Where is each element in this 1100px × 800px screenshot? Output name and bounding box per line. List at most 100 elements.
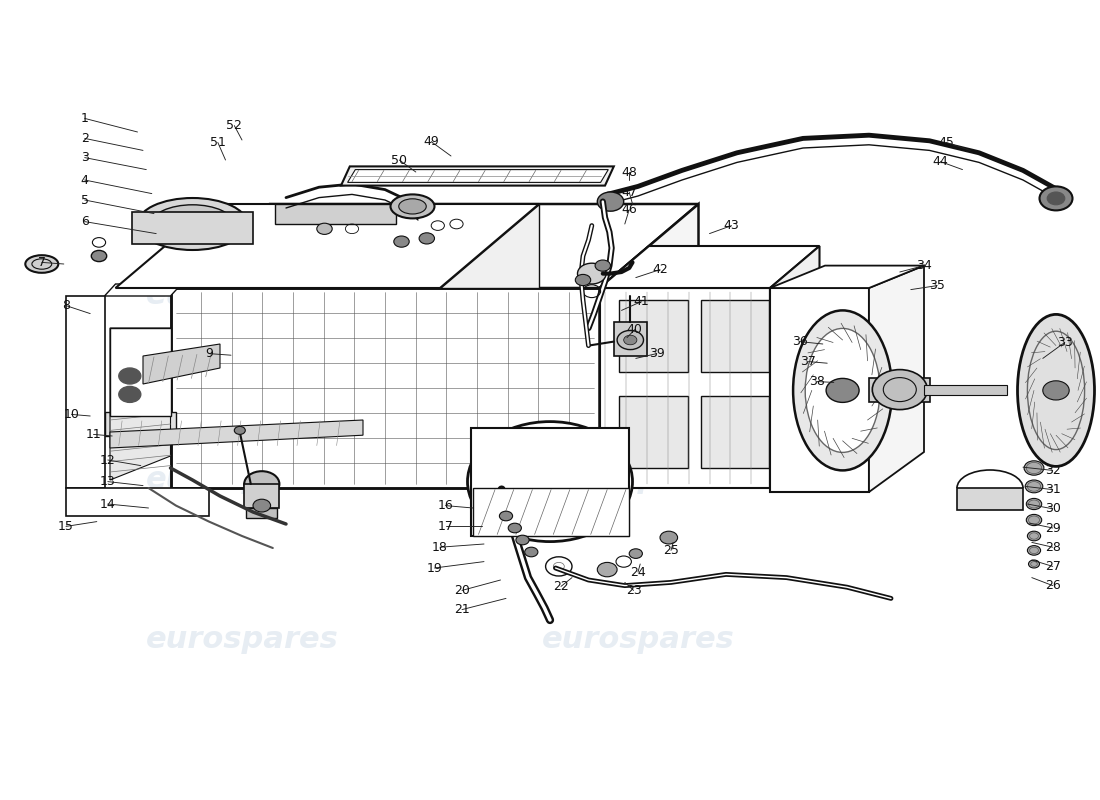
Circle shape [1024, 461, 1044, 475]
Bar [471, 428, 629, 536]
Text: eurospares: eurospares [145, 626, 339, 654]
Text: 15: 15 [58, 520, 74, 533]
Text: 9: 9 [205, 347, 213, 360]
Ellipse shape [174, 214, 211, 234]
Text: 25: 25 [663, 544, 679, 557]
Circle shape [91, 250, 107, 262]
Text: 24: 24 [630, 566, 646, 578]
Circle shape [1026, 498, 1042, 510]
Bar [170, 288, 600, 488]
Text: 42: 42 [652, 263, 668, 276]
Text: 19: 19 [427, 562, 442, 574]
Circle shape [1028, 560, 1040, 568]
Circle shape [119, 386, 141, 402]
Circle shape [317, 223, 332, 234]
Circle shape [581, 266, 603, 282]
Circle shape [660, 531, 678, 544]
Text: 46: 46 [621, 203, 637, 216]
Circle shape [1043, 381, 1069, 400]
Ellipse shape [872, 370, 927, 410]
Ellipse shape [390, 194, 435, 218]
Ellipse shape [138, 198, 248, 250]
Text: 21: 21 [454, 603, 470, 616]
Ellipse shape [398, 198, 427, 214]
Circle shape [597, 192, 624, 211]
Polygon shape [770, 288, 869, 492]
Text: 36: 36 [792, 335, 807, 348]
Text: 30: 30 [1045, 502, 1060, 515]
Ellipse shape [152, 205, 233, 243]
Polygon shape [600, 204, 698, 488]
Text: eurospares: eurospares [145, 282, 339, 310]
Text: 28: 28 [1045, 541, 1060, 554]
Text: eurospares: eurospares [541, 282, 735, 310]
Text: 14: 14 [100, 498, 116, 510]
Circle shape [1027, 546, 1041, 555]
Circle shape [530, 467, 570, 496]
Text: 38: 38 [810, 375, 825, 388]
Circle shape [499, 511, 513, 521]
Circle shape [595, 260, 610, 271]
Polygon shape [440, 204, 539, 288]
Text: 31: 31 [1045, 483, 1060, 496]
Text: 26: 26 [1045, 579, 1060, 592]
Polygon shape [770, 246, 820, 488]
Ellipse shape [793, 310, 892, 470]
Bar [924, 385, 1007, 395]
Text: 39: 39 [649, 347, 664, 360]
Bar [244, 484, 279, 508]
Circle shape [1027, 531, 1041, 541]
Polygon shape [341, 166, 614, 186]
Text: 7: 7 [37, 256, 46, 269]
Polygon shape [348, 170, 608, 182]
Circle shape [525, 547, 538, 557]
Circle shape [394, 236, 409, 247]
Polygon shape [614, 322, 647, 356]
Text: 52: 52 [227, 119, 242, 132]
Text: 50: 50 [392, 154, 407, 166]
Text: 27: 27 [1045, 560, 1060, 573]
Bar [132, 212, 253, 244]
Circle shape [253, 499, 271, 512]
Text: 13: 13 [100, 475, 116, 488]
Polygon shape [770, 266, 924, 288]
Text: 49: 49 [424, 135, 439, 148]
Text: 40: 40 [627, 323, 642, 336]
Text: 41: 41 [634, 295, 649, 308]
Circle shape [826, 378, 859, 402]
Polygon shape [869, 266, 924, 492]
Text: 20: 20 [454, 584, 470, 597]
Text: 4: 4 [80, 174, 89, 186]
Polygon shape [66, 488, 209, 516]
Ellipse shape [805, 328, 880, 452]
Text: 16: 16 [438, 499, 453, 512]
Polygon shape [104, 284, 182, 296]
Circle shape [244, 471, 279, 497]
Circle shape [617, 330, 643, 350]
Polygon shape [104, 412, 176, 436]
Text: 44: 44 [933, 155, 948, 168]
Circle shape [578, 263, 606, 284]
Bar [701, 396, 769, 468]
Text: 22: 22 [553, 580, 569, 593]
Text: 51: 51 [210, 136, 225, 149]
Polygon shape [957, 488, 1023, 510]
Polygon shape [143, 344, 220, 384]
Text: 18: 18 [432, 541, 448, 554]
Polygon shape [116, 204, 539, 288]
Text: 48: 48 [621, 166, 637, 178]
Text: eurospares: eurospares [541, 626, 735, 654]
Text: 12: 12 [100, 454, 116, 466]
Text: 1: 1 [80, 112, 89, 125]
Polygon shape [275, 204, 396, 224]
Polygon shape [473, 488, 629, 536]
Circle shape [468, 422, 632, 542]
Polygon shape [170, 204, 698, 288]
Text: 45: 45 [938, 136, 954, 149]
Text: 43: 43 [724, 219, 739, 232]
Circle shape [1025, 480, 1043, 493]
Text: 5: 5 [80, 194, 89, 206]
Text: 33: 33 [1057, 336, 1072, 349]
Circle shape [234, 426, 245, 434]
Text: 35: 35 [930, 279, 945, 292]
